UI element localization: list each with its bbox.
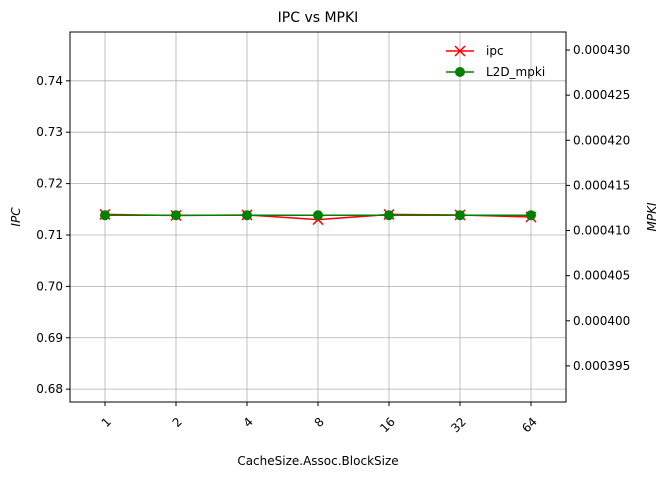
y-axis-right: 0.000395 0.000400 0.000405 0.000410 0.000415… [566,43,630,373]
y-right-tick-label: 0.000410 [573,224,630,238]
data-point-L2D_mpki [455,210,465,221]
data-point-L2D_mpki [313,210,323,221]
y-right-tick-label: 0.000425 [573,88,630,102]
x-tick-label: 16 [377,415,398,436]
y-right-tick-label: 0.000405 [573,269,630,283]
y-right-tick-label: 0.000395 [573,359,630,373]
y-left-tick-label: 0.69 [36,331,63,345]
x-tick-label: 2 [170,415,185,430]
y-right-tick-label: 0.000420 [573,133,630,147]
y-axis-left: 0.68 0.69 0.70 0.71 0.72 0.73 0.74 [36,74,70,396]
x-tick-label: 8 [312,415,327,430]
y-left-tick-label: 0.72 [36,177,63,191]
legend-marker [455,67,465,77]
series-L2D_mpki [100,210,536,221]
y-axis-label-right: MPKI [645,202,659,231]
y-left-tick-label: 0.73 [36,125,63,139]
y-axis-label-left: IPC [9,207,23,227]
y-right-tick-label: 0.000430 [573,43,630,57]
legend-marker [454,45,466,57]
y-left-tick-label: 0.70 [36,279,63,293]
x-axis-label: CacheSize.Assoc.BlockSize [237,454,398,468]
legend-item-ipc: ipc [446,44,504,58]
chart-title: IPC vs MPKI [278,10,359,26]
y-right-tick-label: 0.000400 [573,314,630,328]
data-point-L2D_mpki [171,210,181,221]
legend: ipc L2D_mpki [446,44,545,79]
y-left-tick-label: 0.71 [36,228,63,242]
x-tick-label: 1 [99,415,114,430]
data-point-L2D_mpki [526,210,536,221]
x-tick-label: 64 [519,415,540,436]
y-right-tick-label: 0.000415 [573,178,630,192]
x-axis: 1 2 4 8 16 32 64 [99,402,540,435]
legend-label: L2D_mpki [486,65,545,79]
legend-item-L2D_mpki: L2D_mpki [446,65,545,79]
y-left-tick-label: 0.74 [36,74,63,88]
legend-label: ipc [486,44,504,58]
y-left-tick-label: 0.68 [36,382,63,396]
data-point-L2D_mpki [242,210,252,221]
data-point-L2D_mpki [384,210,394,221]
x-tick-label: 4 [241,415,256,430]
data-point-L2D_mpki [100,210,110,221]
x-tick-label: 32 [448,415,469,436]
series-layer [99,208,537,226]
